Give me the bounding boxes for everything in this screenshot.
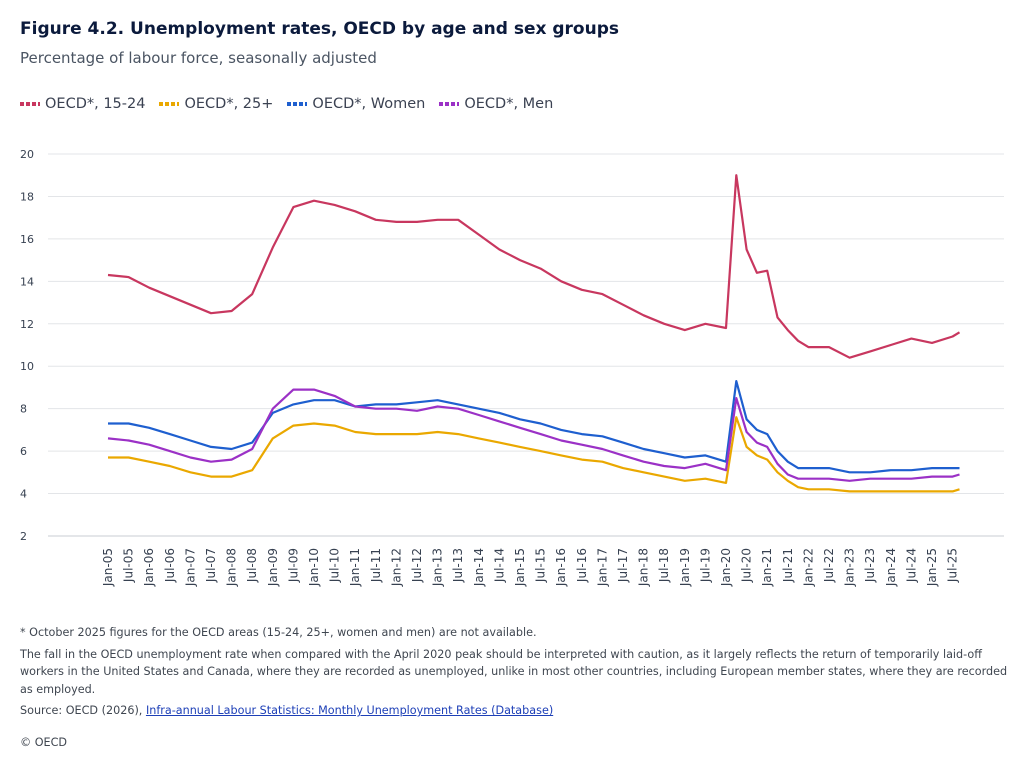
legend-item-women[interactable]: OECD*, Women	[287, 96, 425, 112]
y-tick-label: 4	[20, 488, 27, 501]
y-tick-label: 16	[20, 233, 34, 246]
x-tick-label: Jul-05	[122, 548, 136, 583]
x-tick-label: Jan-13	[431, 548, 445, 587]
x-tick-label: Jan-24	[884, 548, 898, 587]
legend-swatch-25-plus	[159, 102, 180, 106]
x-tick-label: Jul-11	[369, 548, 383, 583]
x-tick-label: Jan-11	[348, 548, 362, 587]
source-prefix: Source: OECD (2026),	[20, 704, 143, 717]
y-tick-label: 20	[20, 148, 34, 161]
x-tick-label: Jan-18	[637, 548, 651, 587]
legend-swatch-men	[439, 102, 460, 106]
chart-notes: * October 2025 figures for the OECD area…	[20, 624, 1010, 724]
copyright: © OECD	[20, 736, 68, 749]
x-tick-label: Jan-07	[183, 548, 197, 587]
x-tick-label: Jul-12	[410, 548, 424, 583]
legend-item-25-plus[interactable]: OECD*, 25+	[159, 96, 273, 112]
x-tick-label: Jul-10	[328, 548, 342, 583]
series-lines	[107, 174, 961, 493]
series-line-1[interactable]	[108, 416, 960, 493]
x-tick-label: Jan-16	[554, 548, 568, 587]
source-link[interactable]: Infra-annual Labour Statistics: Monthly …	[145, 704, 554, 717]
x-tick-label: Jul-06	[163, 548, 177, 583]
x-tick-label: Jul-22	[822, 548, 836, 583]
y-tick-label: 14	[20, 275, 34, 288]
x-tick-label: Jul-09	[286, 548, 300, 583]
legend-label-men: OECD*, Men	[464, 96, 554, 112]
x-tick-label: Jan-21	[760, 548, 774, 587]
x-tick-label: Jan-15	[513, 548, 527, 587]
x-tick-label: Jan-22	[801, 548, 815, 587]
caution-note: The fall in the OECD unemployment rate w…	[20, 647, 1008, 696]
x-tick-label: Jan-06	[142, 548, 156, 587]
x-tick-label: Jan-17	[595, 548, 609, 587]
legend-label-women: OECD*, Women	[312, 96, 426, 112]
x-tick-label: Jan-20	[719, 548, 733, 587]
legend-item-15-24[interactable]: OECD*, 15-24	[20, 96, 145, 112]
footnote: * October 2025 figures for the OECD area…	[20, 626, 537, 639]
y-tick-label: 12	[20, 318, 34, 331]
x-tick-label: Jul-18	[657, 548, 671, 583]
source-line: Source: OECD (2026), Infra-annual Labour…	[20, 702, 1010, 720]
x-tick-label: Jan-08	[225, 548, 239, 587]
legend-label-15-24: OECD*, 15-24	[45, 96, 146, 112]
y-tick-label: 8	[20, 403, 27, 416]
legend-swatch-15-24	[20, 102, 40, 106]
y-tick-label: 18	[20, 190, 34, 203]
x-tick-label: Jan-12	[389, 548, 403, 587]
gridlines	[48, 153, 1004, 537]
x-tick-label: Jan-14	[472, 548, 486, 587]
x-axis: Jan-05 Jul-05 Jan-06 Jul-06 Jan-07 Jul-07 Jan-…	[48, 535, 1004, 587]
series-line-3[interactable]	[107, 388, 960, 482]
x-tick-label: Jan-19	[678, 548, 692, 587]
x-tick-label: Jul-08	[245, 548, 259, 583]
y-tick-label: 2	[20, 530, 27, 543]
x-tick-label: Jul-20	[740, 548, 754, 583]
x-tick-label: Jan-23	[843, 548, 857, 587]
x-tick-label: Jul-17	[616, 548, 630, 583]
x-tick-label: Jul-16	[575, 548, 589, 583]
x-tick-label: Jan-10	[307, 548, 321, 587]
x-tick-label: Jul-15	[534, 548, 548, 583]
series-line-0[interactable]	[107, 174, 961, 359]
chart-legend: OECD*, 15-24 OECD*, 25+ OECD*, Women OEC…	[20, 96, 553, 112]
legend-swatch-women	[287, 102, 308, 106]
chart-title: Figure 4.2. Unemployment rates, OECD by …	[20, 19, 619, 39]
legend-label-25-plus: OECD*, 25+	[184, 96, 274, 112]
legend-item-men[interactable]: OECD*, Men	[439, 96, 553, 112]
x-tick-label: Jul-13	[451, 548, 465, 583]
x-tick-label: Jul-21	[781, 548, 795, 583]
y-axis: 2 4 6 8 10 12 14 16 18 20	[20, 148, 34, 543]
x-tick-label: Jul-24	[904, 548, 918, 583]
x-tick-label: Jul-14	[492, 548, 506, 583]
x-tick-label: Jan-05	[101, 548, 115, 587]
x-tick-label: Jan-09	[266, 548, 280, 587]
x-tick-label: Jul-25	[946, 548, 960, 583]
x-tick-label: Jul-19	[698, 548, 712, 583]
y-tick-label: 10	[20, 360, 34, 373]
chart-subtitle: Percentage of labour force, seasonally a…	[20, 49, 377, 67]
x-tick-label: Jan-25	[925, 548, 939, 587]
line-chart: 2 4 6 8 10 12 14 16 18 20 Jan-05 Jul-05 Jan-06 Jul-0…	[20, 148, 1004, 587]
x-tick-label: Jul-07	[204, 548, 218, 583]
y-tick-label: 6	[20, 445, 27, 458]
x-tick-label: Jul-23	[863, 548, 877, 583]
